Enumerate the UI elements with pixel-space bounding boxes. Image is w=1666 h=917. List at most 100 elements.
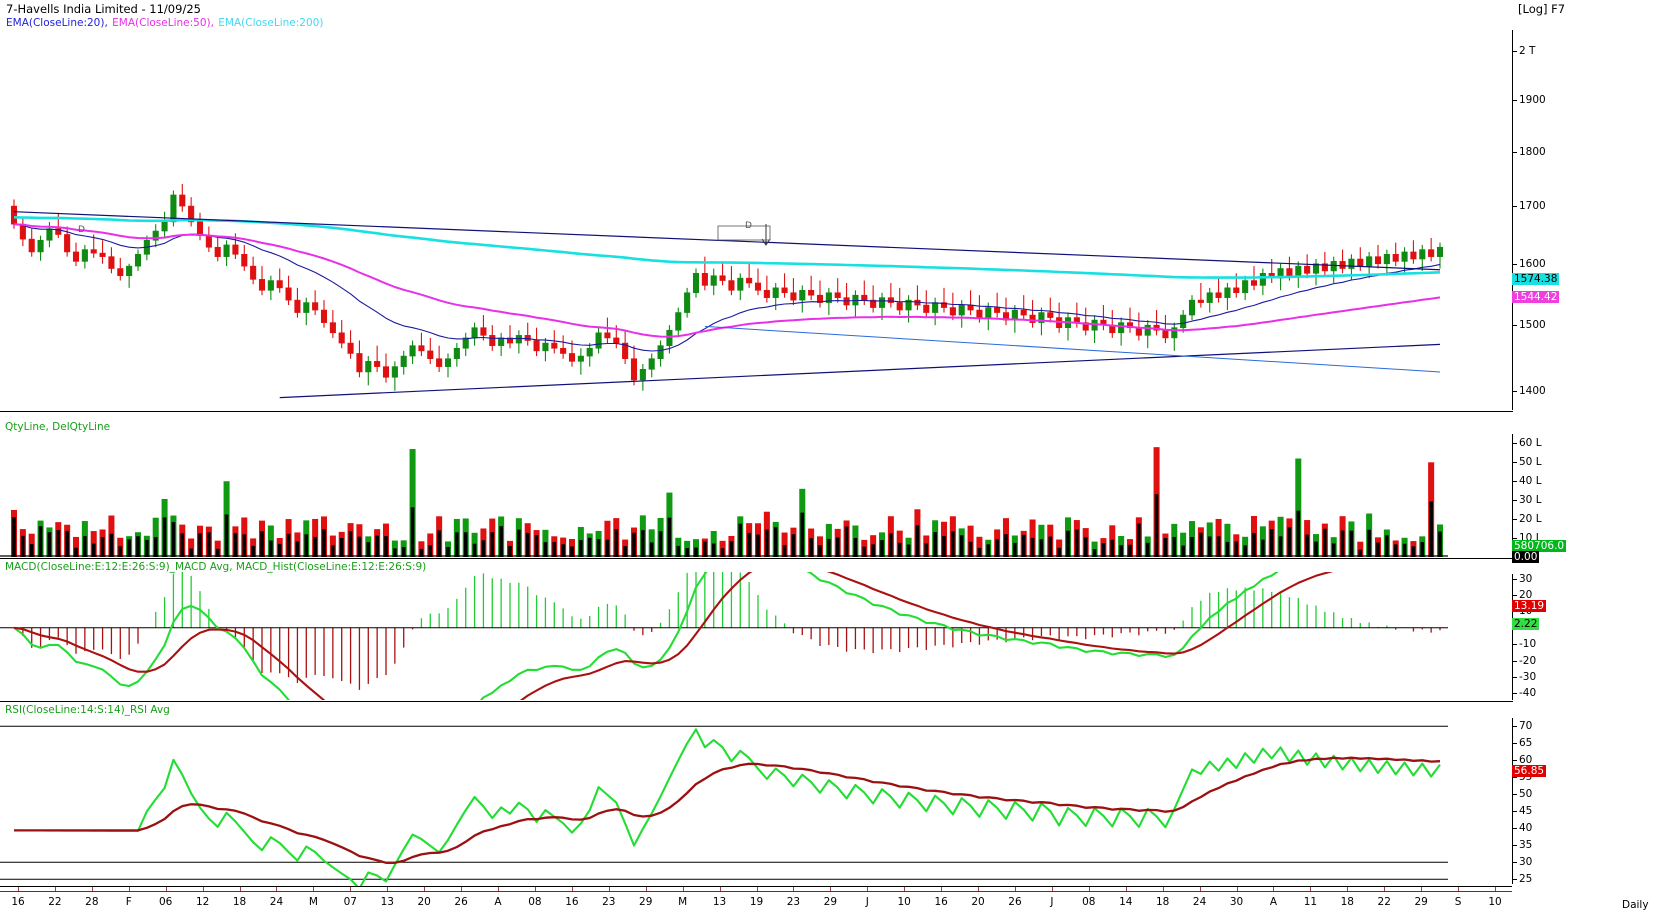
delivery-bar bbox=[463, 532, 468, 557]
candle-body bbox=[754, 282, 762, 291]
delivery-bar bbox=[1296, 510, 1301, 557]
date-tick bbox=[313, 887, 315, 891]
candle-body bbox=[28, 238, 35, 253]
candle-body bbox=[1401, 251, 1408, 262]
delivery-bar bbox=[1216, 536, 1221, 557]
date-tick bbox=[978, 887, 980, 891]
candle-body bbox=[932, 302, 939, 313]
candle-body bbox=[1312, 263, 1320, 274]
volume-tick-label: 40 L bbox=[1519, 475, 1542, 488]
price-tick bbox=[1512, 51, 1517, 53]
date-tick-label: 11 bbox=[1303, 896, 1318, 908]
rsi-panel[interactable] bbox=[0, 716, 1510, 886]
macd-tick bbox=[1512, 594, 1517, 596]
delivery-bar bbox=[1252, 532, 1256, 557]
candle-body bbox=[675, 312, 682, 331]
candle-body bbox=[1047, 312, 1054, 318]
macd-panel[interactable] bbox=[0, 572, 1510, 700]
rsi-line bbox=[13, 728, 1441, 886]
delivery-bar bbox=[1243, 545, 1247, 557]
date-tick bbox=[719, 887, 721, 891]
right-axis[interactable]: 2 T 1900 1800 1700 1600 1500 1400 1574.38 1544.4… bbox=[1512, 0, 1666, 917]
macd-tick bbox=[1512, 644, 1517, 646]
delivery-bar bbox=[481, 540, 486, 557]
scale-mode-label[interactable]: [Log] F7 bbox=[1518, 2, 1566, 16]
candle-body bbox=[684, 292, 691, 313]
delivery-bar bbox=[357, 536, 362, 557]
delivery-bar bbox=[189, 548, 193, 557]
candle-body bbox=[524, 335, 531, 341]
candle-body bbox=[232, 244, 239, 255]
delivery-bar bbox=[233, 533, 238, 557]
volume-panel[interactable] bbox=[0, 432, 1510, 557]
delivery-bar bbox=[65, 530, 69, 557]
date-tick-label: 06 bbox=[159, 896, 173, 908]
delivery-bar bbox=[224, 514, 229, 557]
delivery-bar bbox=[1323, 528, 1327, 557]
delivery-bar bbox=[472, 543, 477, 557]
rsi-tick bbox=[1512, 811, 1517, 813]
candle-body bbox=[958, 304, 965, 316]
date-tick-label: S bbox=[1454, 896, 1462, 908]
candle-body bbox=[188, 205, 195, 223]
macd-lines bbox=[0, 572, 1448, 700]
date-tick-label: 10 bbox=[897, 896, 911, 908]
delivery-bar bbox=[490, 532, 495, 557]
delivery-bar bbox=[765, 529, 769, 557]
delivery-bar bbox=[162, 517, 167, 557]
delivery-bar bbox=[136, 536, 140, 557]
candle-body bbox=[1419, 249, 1426, 260]
macd-panel-label: MACD(CloseLine:E:12:E:26:S:9)_MACD Avg, … bbox=[5, 561, 427, 573]
candle-body bbox=[1374, 256, 1382, 265]
volume-bar bbox=[967, 525, 974, 557]
date-tick bbox=[534, 887, 536, 891]
price-tick-label: 1600 bbox=[1519, 257, 1546, 270]
date-tick-label: 26 bbox=[454, 896, 468, 908]
date-tick bbox=[461, 887, 463, 891]
date-tick-label: 30 bbox=[1229, 896, 1244, 908]
candle-body bbox=[320, 309, 328, 323]
delivery-bar bbox=[1181, 545, 1185, 557]
date-tick bbox=[867, 887, 869, 891]
delivery-bar bbox=[1145, 542, 1150, 557]
legend-ema-50[interactable]: EMA(CloseLine:50), bbox=[112, 17, 214, 29]
delivery-bar bbox=[995, 539, 999, 557]
delivery-bar bbox=[153, 537, 158, 557]
rsi-panel-label: RSI(CloseLine:14:S:14)_RSI Avg bbox=[5, 704, 170, 716]
delivery-bar bbox=[1305, 534, 1309, 557]
delivery-bar bbox=[942, 535, 946, 557]
macd-tick-label: -30 bbox=[1519, 671, 1537, 684]
interval-label[interactable]: Daily bbox=[1622, 899, 1649, 911]
candle-body bbox=[462, 337, 469, 349]
price-tick bbox=[1512, 325, 1517, 327]
delivery-bar bbox=[924, 543, 929, 557]
date-tick-label: 18 bbox=[232, 896, 247, 908]
date-tick-label: M bbox=[308, 896, 318, 908]
candle-body bbox=[1392, 253, 1399, 262]
date-tick-label: 08 bbox=[528, 896, 542, 908]
delivery-bar bbox=[1137, 523, 1141, 557]
candle-body bbox=[1428, 249, 1435, 257]
macd-tick-label: -20 bbox=[1519, 654, 1537, 667]
candle-body bbox=[1206, 292, 1213, 303]
delivery-bar bbox=[977, 547, 982, 557]
date-tick bbox=[1495, 887, 1496, 891]
volume-bar bbox=[1295, 458, 1302, 557]
candle-body bbox=[72, 251, 80, 262]
delivery-bar bbox=[570, 546, 574, 557]
volume-panel-label: QtyLine, DelQtyLine bbox=[5, 421, 111, 433]
date-tick bbox=[1384, 887, 1386, 891]
date-tick-label: 23 bbox=[786, 896, 801, 908]
candle-body bbox=[985, 307, 992, 318]
delivery-bar bbox=[1438, 531, 1442, 557]
candle-body bbox=[719, 275, 726, 281]
date-tick bbox=[387, 887, 389, 891]
rsi-value-tag: 56.85 bbox=[1512, 764, 1547, 777]
rsi-tick bbox=[1512, 862, 1517, 864]
candle-body bbox=[161, 221, 168, 232]
delivery-bar bbox=[525, 532, 530, 557]
legend-ema-20[interactable]: EMA(CloseLine:20), bbox=[6, 17, 108, 29]
legend-ema-200[interactable]: EMA(CloseLine:200) bbox=[218, 17, 324, 29]
